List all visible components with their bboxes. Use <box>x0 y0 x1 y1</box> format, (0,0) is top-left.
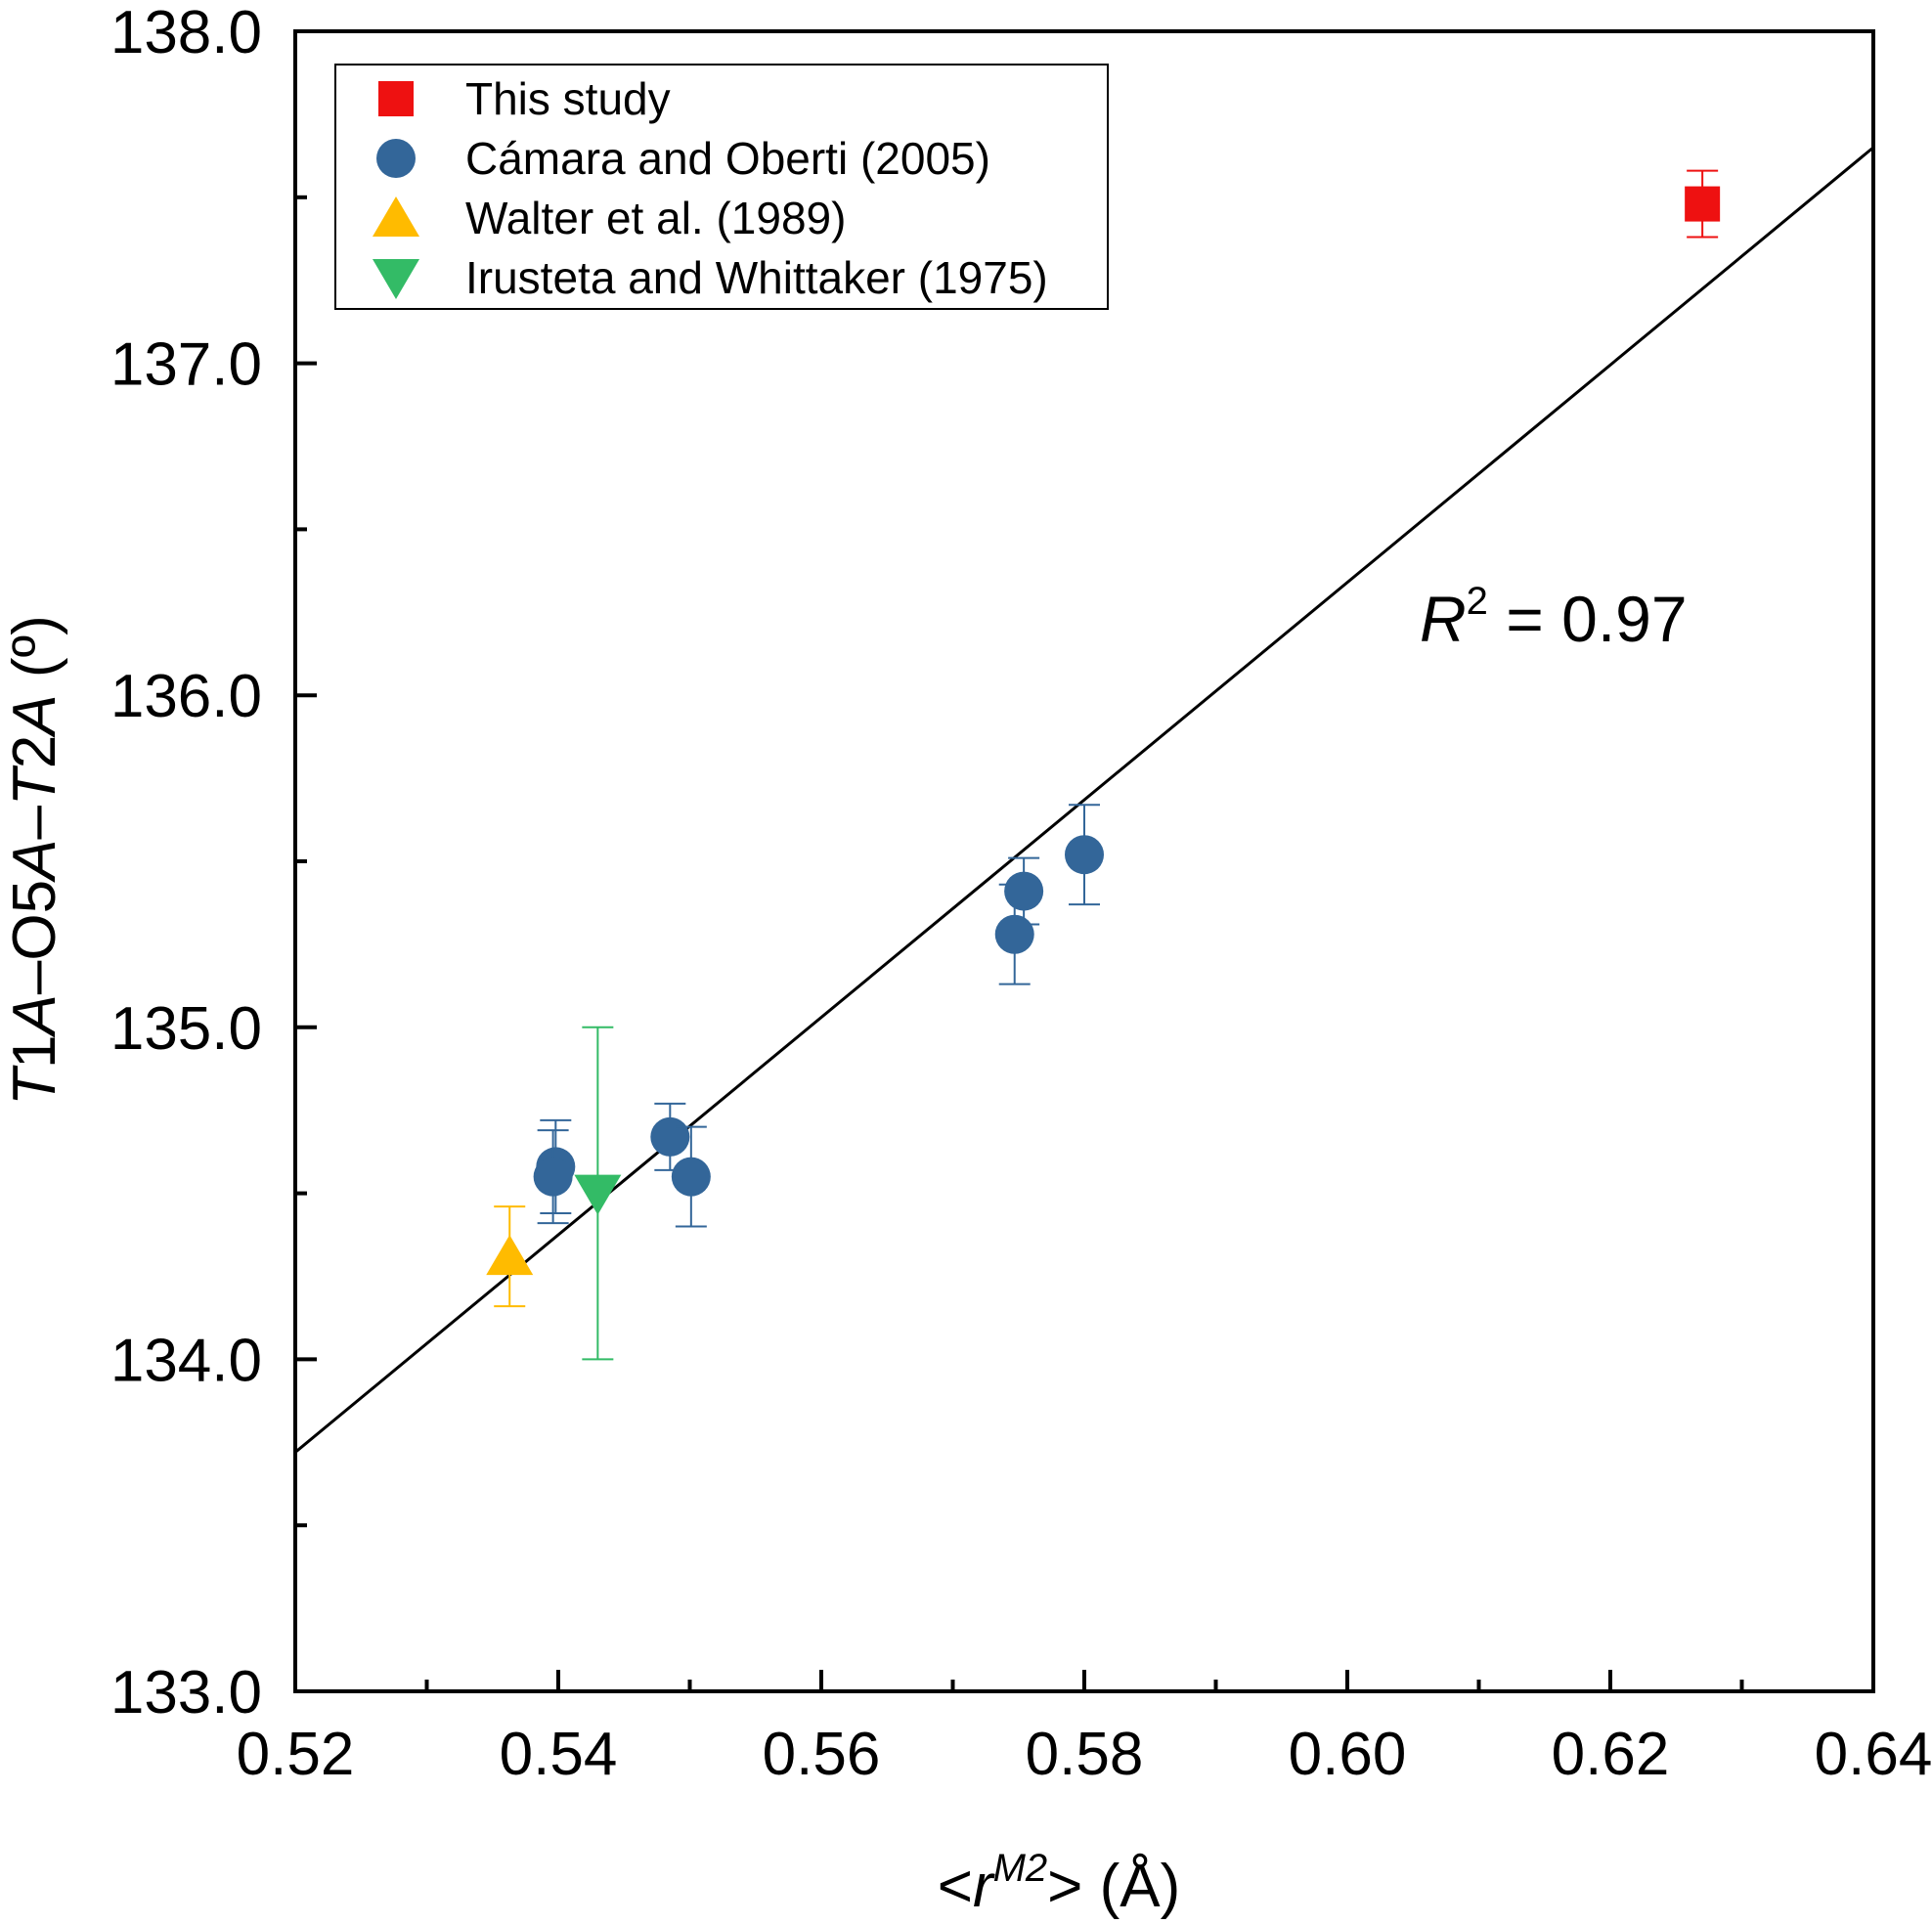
legend-marker-this-study <box>378 81 414 116</box>
x-tick-label: 0.54 <box>500 1721 618 1788</box>
y-tick-label: 133.0 <box>110 1659 262 1727</box>
y-tick-label: 138.0 <box>110 0 262 66</box>
y-axis-title-part: – <box>1 806 68 840</box>
y-tick-label: 137.0 <box>110 331 262 399</box>
y-axis-title-part: A <box>1 840 68 884</box>
x-axis-title-pre: < <box>938 1853 973 1920</box>
legend-label: Walter et al. (1989) <box>465 193 846 243</box>
data-point-walter-et-al-1989 <box>486 1235 534 1276</box>
y-axis-title-part: T <box>1 1065 68 1106</box>
y-tick-label: 135.0 <box>110 995 262 1063</box>
y-axis-title-part: A <box>1 994 68 1038</box>
data-point-c-mara-and-oberti-2005 <box>1004 871 1044 911</box>
y-axis-title: T1A–O5A–T2A (º) <box>1 615 68 1106</box>
x-tick-label: 0.62 <box>1552 1721 1670 1788</box>
data-point-c-mara-and-oberti-2005 <box>994 914 1034 954</box>
x-tick-label: 0.52 <box>237 1721 355 1788</box>
legend-marker-walter-et-al-1989 <box>373 197 419 237</box>
x-tick-label: 0.56 <box>763 1721 881 1788</box>
x-tick-label: 0.60 <box>1289 1721 1407 1788</box>
x-tick-label: 0.58 <box>1026 1721 1144 1788</box>
r-squared-value: = 0.97 <box>1488 583 1688 655</box>
legend-label: This study <box>465 73 671 124</box>
x-axis-title-sup: M2 <box>993 1847 1048 1890</box>
data-point-irusteta-and-whittaker-1975 <box>574 1174 622 1215</box>
legend-items: This study Cámara and Oberti (2005) Walter… <box>373 73 1048 303</box>
r-squared-sup: 2 <box>1467 580 1488 623</box>
data-point-c-mara-and-oberti-2005 <box>533 1157 573 1197</box>
legend: This study Cámara and Oberti (2005) Walter… <box>334 64 1109 310</box>
legend-marker-irusteta-and-whittaker-1975 <box>373 259 419 299</box>
data-point-this-study <box>1685 186 1721 222</box>
data-point-c-mara-and-oberti-2005 <box>1065 835 1104 875</box>
fit-line-layer <box>295 146 1873 1454</box>
y-axis-title-part: –O5 <box>1 880 68 994</box>
fit-line <box>295 146 1873 1454</box>
y-axis-title-part: T <box>1 765 68 806</box>
legend-label: Irusteta and Whittaker (1975) <box>465 252 1048 303</box>
y-axis-title-part: 1 <box>1 1034 68 1068</box>
x-axis-title: <rM2> (Å) <box>938 1847 1181 1920</box>
y-tick-label: 136.0 <box>110 663 262 730</box>
y-tick-label: 134.0 <box>110 1327 262 1394</box>
r-squared-annotation: R2 = 0.97 <box>1420 580 1688 655</box>
legend-box <box>334 64 1109 310</box>
data-point-c-mara-and-oberti-2005 <box>650 1116 690 1157</box>
y-axis-title-part: A <box>1 694 68 738</box>
y-axis-title-part: 2 <box>1 735 68 768</box>
ticks-layer: 0.52 0.54 0.56 0.58 0.60 0.62 0.64 133.0 134.0 13… <box>110 0 1932 1788</box>
legend-marker-c-mara-and-oberti-2005 <box>376 139 416 178</box>
y-axis-title-part: (º) <box>1 615 68 694</box>
x-axis-title-var: r <box>973 1853 995 1920</box>
legend-label: Cámara and Oberti (2005) <box>465 133 990 184</box>
x-tick-label: 0.64 <box>1815 1721 1932 1788</box>
data-point-c-mara-and-oberti-2005 <box>671 1157 711 1197</box>
data-layer <box>486 169 1721 1361</box>
x-axis-title-post: > (Å) <box>1047 1853 1180 1920</box>
r-squared-var: R <box>1420 583 1467 655</box>
